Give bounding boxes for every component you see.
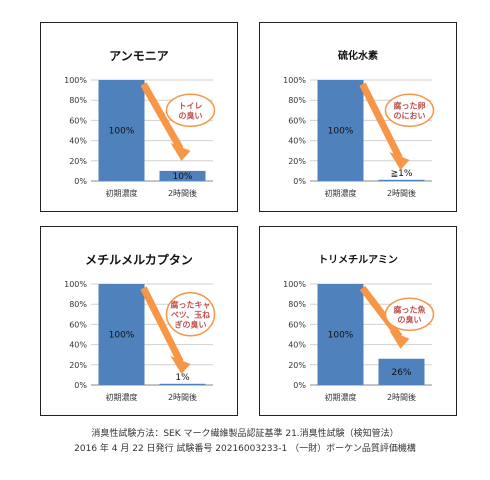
chart-title: アンモニア	[109, 49, 169, 63]
y-tick-label: 20%	[288, 361, 306, 370]
y-tick-label: 100%	[283, 76, 306, 85]
decrease-arrow-head	[170, 142, 191, 161]
bar	[98, 284, 145, 385]
y-tick-label: 40%	[288, 341, 306, 350]
data-label: 100%	[109, 331, 135, 341]
data-label: 10%	[172, 172, 192, 182]
y-tick-label: 40%	[288, 137, 306, 146]
data-label: 26%	[391, 368, 411, 378]
test-method-note: 消臭性試験方法：SEK マーク繊維製品認証基準 21.消臭性試験（検知管法） 2…	[0, 427, 490, 457]
odor-callout	[384, 297, 435, 332]
category-label: 初期濃度	[325, 188, 357, 198]
callout-text: のにおい	[394, 111, 426, 120]
category-label: 初期濃度	[106, 188, 138, 198]
odor-callout	[384, 93, 435, 128]
data-label: ≧1%	[391, 169, 413, 179]
decrease-arrow-head	[170, 355, 191, 374]
y-tick-label: 60%	[288, 116, 306, 125]
bar	[378, 358, 425, 385]
y-tick-label: 100%	[64, 280, 87, 289]
chart-title: メチルメルカプタン	[85, 253, 193, 267]
test-report-line: 2016 年 4 月 22 日発行 試験番号 20216003233-1 （一財…	[74, 444, 416, 454]
y-tick-label: 80%	[288, 96, 306, 105]
category-label: 2時間後	[387, 392, 416, 402]
test-method-line: 消臭性試験方法：SEK マーク繊維製品認証基準 21.消臭性試験（検知管法）	[91, 429, 399, 439]
chart-panel-methyl-mercaptan: メチルメルカプタン 0% 20% 40% 60% 80% 100% 100% 初期濃度 1% 2時…	[40, 226, 238, 416]
y-tick-label: 60%	[69, 116, 87, 125]
data-label: 100%	[328, 331, 354, 341]
decrease-arrow	[140, 286, 184, 364]
y-tick-label: 40%	[69, 341, 87, 350]
chart-title: 硫化水素	[338, 51, 378, 62]
y-tick-label: 80%	[288, 300, 306, 309]
y-tick-label: 80%	[69, 96, 87, 105]
y-tick-label: 100%	[64, 76, 87, 85]
data-label: 100%	[328, 127, 354, 137]
decrease-arrow-head	[389, 330, 410, 349]
category-label: 初期濃度	[106, 392, 138, 402]
callout-text: トイレ	[179, 101, 203, 110]
bar	[159, 383, 206, 385]
y-tick-label: 80%	[69, 300, 87, 309]
y-tick-label: 60%	[69, 320, 87, 329]
y-tick-label: 20%	[69, 361, 87, 370]
decrease-arrow	[359, 82, 403, 160]
y-tick-label: 0%	[293, 177, 306, 186]
bar	[317, 80, 364, 181]
decrease-arrow-head	[389, 151, 410, 170]
category-label: 2時間後	[168, 392, 197, 402]
callout-text: 腐ったキャ	[171, 299, 211, 309]
bar	[159, 170, 206, 181]
bar	[317, 284, 364, 385]
callout-text: の臭い	[179, 110, 203, 120]
y-tick-label: 0%	[74, 177, 87, 186]
callout-text: ベツ、玉ね	[171, 310, 210, 319]
callout-text: 腐った卵	[394, 100, 426, 110]
decrease-arrow	[359, 285, 403, 339]
bar	[98, 80, 145, 181]
y-tick-label: 60%	[288, 320, 306, 329]
chart-panel-hydrogen-sulfide: 硫化水素 0% 20% 40% 60% 80% 100% 100% 初期濃度 ≧1% 2時間後 腐っ…	[259, 22, 457, 212]
y-tick-label: 0%	[293, 381, 306, 390]
callout-text: 腐った魚	[394, 304, 426, 314]
bar-chart-hydrogen-sulfide: 0% 20% 40% 60% 80% 100% 100% 初期濃度 ≧1% 2時間後 腐った卵のにお…	[283, 76, 435, 198]
chart-panel-trimethylamine: トリメチルアミン 0% 20% 40% 60% 80% 100% 100% 初期濃度 26% 2時…	[259, 226, 457, 416]
chart-panel-ammonia: アンモニア 0% 20% 40% 60% 80% 100% 100% 初期濃度 10% 2時間後 ト…	[40, 22, 238, 212]
odor-callout	[165, 93, 216, 128]
odor-callout	[165, 292, 216, 337]
y-tick-label: 20%	[288, 157, 306, 166]
y-tick-label: 40%	[69, 137, 87, 146]
callout-text: の臭い	[398, 314, 422, 324]
y-tick-label: 20%	[69, 157, 87, 166]
bar-chart-methyl-mercaptan: 0% 20% 40% 60% 80% 100% 100% 初期濃度 1% 2時間後 腐ったキャベツ、…	[64, 280, 216, 402]
data-label: 1%	[175, 373, 190, 383]
callout-text: ぎの臭い	[175, 319, 207, 329]
chart-title: トリメチルアミン	[318, 255, 398, 266]
decrease-arrow	[140, 82, 184, 151]
category-label: 2時間後	[168, 188, 197, 198]
category-label: 2時間後	[387, 188, 416, 198]
y-tick-label: 100%	[283, 280, 306, 289]
bar	[378, 179, 425, 181]
y-tick-label: 0%	[74, 381, 87, 390]
category-label: 初期濃度	[325, 392, 357, 402]
data-label: 100%	[109, 127, 135, 137]
